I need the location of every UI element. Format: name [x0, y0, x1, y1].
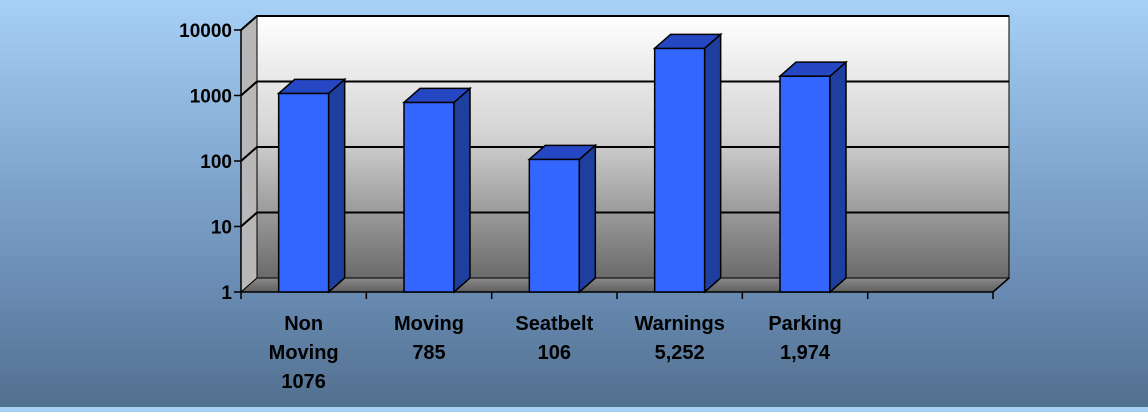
y-tick-label: 10	[211, 218, 232, 239]
x-category-label: Seatbelt 106	[515, 313, 593, 364]
x-category-label-line: Non	[284, 313, 323, 335]
bar	[652, 32, 723, 294]
x-category-label: Parking 1,974	[768, 313, 841, 364]
gridline	[240, 15, 1009, 31]
bar-side	[578, 143, 597, 294]
gridline	[240, 146, 1009, 162]
x-category-label-line: 1,974	[780, 342, 831, 364]
bar-side	[829, 60, 847, 294]
bar-front	[653, 47, 706, 293]
x-axis-end	[992, 277, 1010, 293]
x-category-label-line: Moving	[269, 342, 339, 364]
bar-front	[277, 92, 330, 293]
bar-side	[453, 86, 471, 294]
bar-top	[276, 78, 347, 95]
bar	[276, 77, 347, 294]
y-tick-label: 100	[200, 152, 232, 173]
x-category-label-line: 1076	[281, 371, 326, 393]
x-category-label-line: Warnings	[634, 313, 724, 335]
x-category-label-line: 785	[412, 342, 445, 364]
bar-side	[703, 32, 722, 294]
x-category-label-line: Parking	[768, 313, 841, 335]
gridline	[240, 80, 1009, 97]
y-tick-label: 1	[221, 283, 232, 304]
gridline	[240, 211, 1009, 228]
floor	[239, 277, 1011, 293]
bar	[402, 86, 472, 294]
bar-front	[528, 158, 581, 293]
x-category-label: Non Moving 1076	[269, 313, 339, 393]
bar-front	[779, 75, 831, 293]
x-category-label-line: Moving	[394, 313, 464, 335]
x-category-label: Warnings 5,252	[634, 313, 724, 364]
x-category-label-line: 106	[538, 342, 571, 364]
bar-top	[402, 87, 472, 104]
x-category-label-line: Seatbelt	[515, 313, 593, 335]
bar-side	[327, 77, 346, 294]
bar-front	[403, 101, 455, 293]
bar	[778, 60, 848, 294]
y-tick-label: 10000	[179, 21, 232, 42]
x-category-label: Moving 785	[394, 313, 464, 364]
bar	[527, 143, 598, 294]
bar-top	[527, 144, 598, 161]
bar-top	[778, 61, 848, 77]
x-category-label-line: 5,252	[655, 342, 705, 364]
y-tick-label: 1000	[190, 87, 232, 108]
bar-top	[652, 33, 723, 50]
